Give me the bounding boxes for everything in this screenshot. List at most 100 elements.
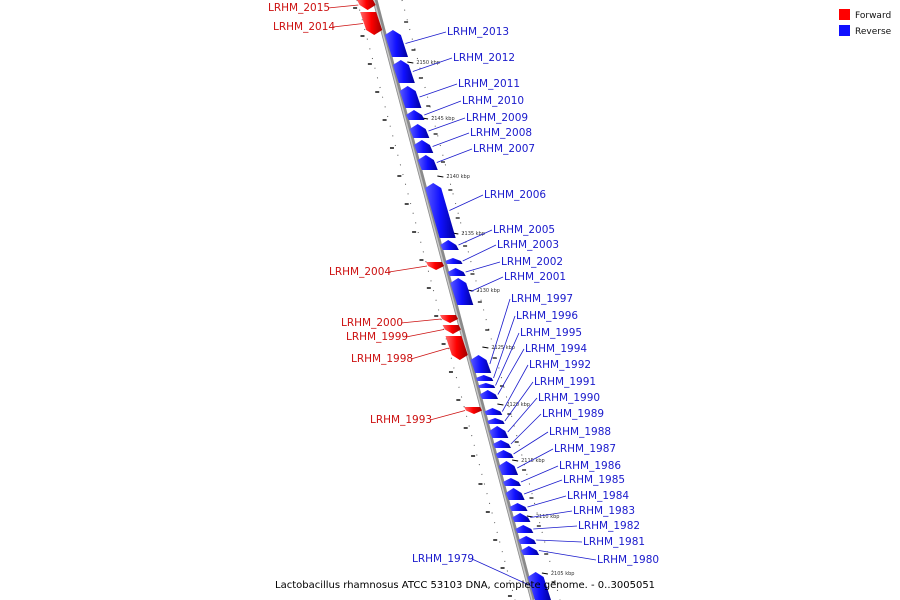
gene-leader-line [527, 495, 567, 508]
reverse-gene-LRHM_2007[interactable] [417, 155, 438, 170]
gene-labels: LRHM_2013 LRHM_2012 LRHM_2011 LRHM_2010 LRHM… [268, 2, 659, 587]
gene-label[interactable]: LRHM_2004 [329, 266, 391, 278]
gene-label[interactable]: LRHM_1999 [346, 331, 408, 343]
forward-gene-LRHM_2015[interactable] [357, 0, 376, 10]
reverse-gene-LRHM_1982[interactable] [515, 525, 534, 533]
tick-label: 2110 kbp [536, 514, 560, 520]
gene-label[interactable]: LRHM_2009 [466, 112, 528, 124]
gene-leader-line [470, 276, 504, 292]
gene-label[interactable]: LRHM_1981 [583, 536, 645, 548]
gene-leader-line [327, 4, 359, 9]
gene-leader-line [495, 332, 520, 386]
reverse-gene-LRHM_1990[interactable] [489, 426, 509, 438]
gene-leader-line [489, 298, 511, 365]
gene-label[interactable]: LRHM_1991 [534, 376, 596, 388]
gene-label[interactable]: LRHM_1985 [563, 474, 625, 486]
reverse-gene-LRHM_1987[interactable] [498, 461, 519, 475]
gene-label[interactable]: LRHM_2008 [470, 127, 532, 139]
gene-label[interactable]: LRHM_1983 [573, 505, 635, 517]
gene-leader-line [458, 229, 493, 246]
gene-label[interactable]: LRHM_1988 [549, 426, 611, 438]
gene-label[interactable]: LRHM_2001 [504, 271, 566, 283]
forward-gene-LRHM_1999[interactable] [442, 325, 461, 334]
gene-label[interactable]: LRHM_2007 [473, 143, 535, 155]
reverse-gene-LRHM_2012[interactable] [392, 60, 415, 83]
gene-label[interactable]: LRHM_1993 [370, 414, 432, 426]
reverse-gene-LRHM_2010[interactable] [405, 110, 425, 120]
gene-label[interactable]: LRHM_1998 [351, 353, 413, 365]
gene-label[interactable]: LRHM_2015 [268, 2, 330, 14]
gene-label[interactable]: LRHM_1979 [412, 553, 474, 565]
reverse-gene-LRHM_2001[interactable] [450, 278, 474, 305]
tick-mark [541, 572, 548, 575]
gene-label[interactable]: LRHM_1996 [516, 310, 578, 322]
gene-label[interactable]: LRHM_1994 [525, 343, 587, 355]
reverse-gene-LRHM_2006[interactable] [425, 183, 456, 238]
reverse-gene-LRHM_1979[interactable] [527, 572, 551, 600]
tick-label: 2140 kbp [446, 174, 470, 180]
reverse-gene-LRHM_2003[interactable] [444, 258, 463, 264]
legend-forward-label: Forward [855, 11, 891, 21]
tick-mark [407, 61, 414, 64]
forward-gene-LRHM_1998[interactable] [445, 336, 468, 360]
forward-gene-LRHM_2000[interactable] [439, 315, 459, 323]
tick-marks: 2150 kbp 2145 kbp 2140 kbp 2135 kbp 2130 kbp… [353, 7, 574, 597]
gene-label[interactable]: LRHM_1986 [559, 460, 621, 472]
gene-label[interactable]: LRHM_2013 [447, 26, 509, 38]
gene-leader-line [449, 194, 484, 211]
reverse-gene-LRHM_2002[interactable] [447, 268, 466, 276]
gene-label[interactable]: LRHM_2006 [484, 189, 546, 201]
genome-backbone [372, 0, 536, 600]
gene-label[interactable]: LRHM_2011 [458, 78, 520, 90]
reverse-gene-LRHM_1986[interactable] [502, 478, 521, 486]
reverse-gene-LRHM_1992[interactable] [484, 408, 503, 415]
gene-label[interactable]: LRHM_2012 [453, 52, 515, 64]
reverse-gene-LRHM_1988[interactable] [495, 450, 514, 458]
reverse-gene-LRHM_1981[interactable] [518, 536, 537, 544]
gene-leader-line [428, 117, 466, 132]
forward-gene-LRHM_2004[interactable] [425, 262, 445, 270]
gene-leader-line [517, 448, 554, 469]
gene-label[interactable]: LRHM_2000 [341, 317, 403, 329]
gene-label[interactable]: LRHM_1984 [567, 490, 629, 502]
gene-label[interactable]: LRHM_1989 [542, 408, 604, 420]
reverse-gene-LRHM_2013[interactable] [384, 30, 409, 57]
outer-dotted-track [356, 0, 516, 600]
reverse-gene-LRHM_1997[interactable] [470, 355, 492, 373]
gene-label[interactable]: LRHM_1992 [529, 359, 591, 371]
forward-gene-LRHM_1993[interactable] [464, 407, 483, 414]
reverse-gene-LRHM_1983[interactable] [512, 513, 531, 522]
reverse-gene-LRHM_1995[interactable] [477, 383, 496, 388]
gene-label[interactable]: LRHM_1980 [597, 554, 659, 566]
reverse-gene-LRHM_1984[interactable] [509, 503, 528, 511]
gene-label[interactable]: LRHM_2005 [493, 224, 555, 236]
gene-label[interactable]: LRHM_1982 [578, 520, 640, 532]
gene-label[interactable]: LRHM_2003 [497, 239, 559, 251]
reverse-gene-LRHM_1985[interactable] [505, 488, 525, 500]
tick-mark [512, 459, 519, 462]
gene-label[interactable]: LRHM_1987 [554, 443, 616, 455]
reverse-gene-LRHM_2011[interactable] [399, 86, 422, 108]
genome-caption: Lactobacillus rhamnosus ATCC 53103 DNA, … [275, 580, 655, 591]
reverse-gene-LRHM_2009[interactable] [409, 124, 430, 138]
gene-leader-line [493, 315, 516, 379]
legend-forward-swatch [839, 9, 850, 20]
gene-leader-line [513, 431, 549, 455]
gene-label[interactable]: LRHM_1995 [520, 327, 582, 339]
forward-gene-LRHM_2014[interactable] [360, 12, 383, 35]
reverse-gene-LRHM_1991[interactable] [487, 418, 505, 424]
gene-label[interactable]: LRHM_2014 [273, 21, 335, 33]
reverse-gene-LRHM_1980[interactable] [520, 546, 540, 555]
reverse-gene-LRHM_1989[interactable] [492, 440, 511, 448]
reverse-gene-LRHM_1996[interactable] [475, 375, 494, 381]
gene-label[interactable]: LRHM_2010 [462, 95, 524, 107]
tick-mark [437, 175, 444, 178]
reverse-gene-LRHM_2008[interactable] [413, 140, 434, 153]
reverse-gene-LRHM_1994[interactable] [479, 390, 499, 399]
reverse-gene-LRHM_2005[interactable] [440, 240, 459, 250]
gene-label[interactable]: LRHM_1990 [538, 392, 600, 404]
gene-label[interactable]: LRHM_1997 [511, 293, 573, 305]
gene-label[interactable]: LRHM_2002 [501, 256, 563, 268]
legend: Forward Reverse [839, 9, 892, 37]
tick-label: 2145 kbp [431, 116, 455, 122]
